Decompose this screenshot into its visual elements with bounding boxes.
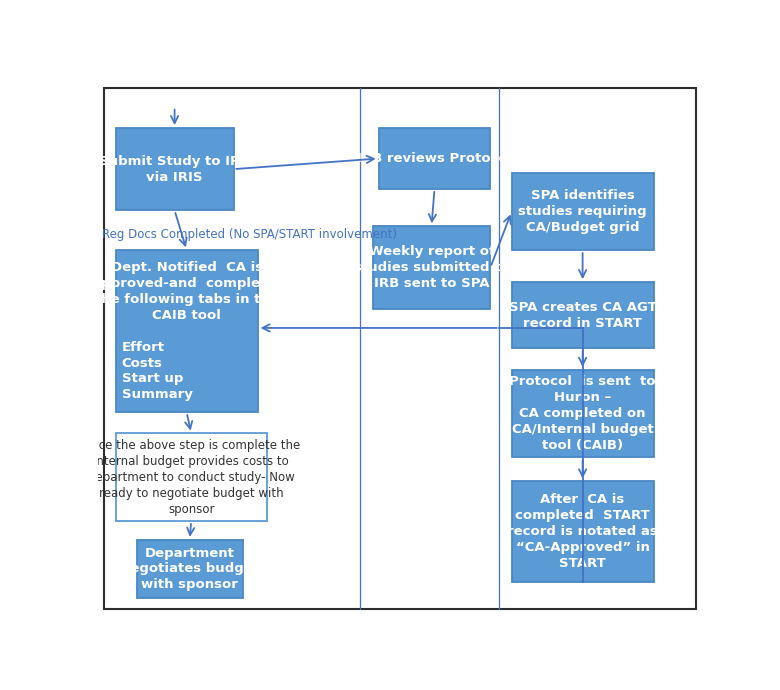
- Text: IRB sent to SPA: IRB sent to SPA: [374, 277, 489, 290]
- Bar: [115, 250, 257, 412]
- Text: ready to negotiate budget with: ready to negotiate budget with: [99, 486, 283, 500]
- Text: Summary: Summary: [122, 388, 193, 402]
- Text: Huron –: Huron –: [554, 391, 612, 404]
- Text: tool (CAIB): tool (CAIB): [542, 439, 623, 452]
- Bar: [512, 173, 654, 250]
- Text: Costs: Costs: [122, 357, 162, 370]
- Text: with sponsor: with sponsor: [141, 578, 238, 591]
- Text: IRB reviews Protocol: IRB reviews Protocol: [356, 152, 512, 165]
- Text: Reg Docs Completed (No SPA/START involvement): Reg Docs Completed (No SPA/START involve…: [102, 228, 397, 241]
- Bar: [512, 370, 654, 457]
- Text: Department: Department: [145, 546, 235, 560]
- Text: CA/Internal budget: CA/Internal budget: [512, 423, 654, 436]
- Text: department to conduct study- Now: department to conduct study- Now: [88, 471, 295, 484]
- Text: SPA identifies: SPA identifies: [530, 189, 634, 202]
- Text: CAIB tool: CAIB tool: [152, 308, 221, 322]
- Bar: [512, 482, 654, 582]
- Text: CA/Budget grid: CA/Budget grid: [526, 221, 640, 234]
- Bar: [115, 433, 267, 521]
- Bar: [115, 128, 233, 210]
- Text: Weekly report of: Weekly report of: [368, 245, 495, 258]
- Text: studies requiring: studies requiring: [518, 205, 647, 218]
- Text: record in START: record in START: [523, 317, 642, 330]
- Bar: [512, 282, 654, 348]
- Text: SPA creates CA AGT: SPA creates CA AGT: [509, 301, 657, 314]
- Text: “CA-Approved” in: “CA-Approved” in: [516, 541, 650, 554]
- Bar: [373, 226, 491, 308]
- Text: Effort: Effort: [122, 341, 165, 353]
- Text: completed  START: completed START: [516, 509, 650, 522]
- Text: via IRIS: via IRIS: [147, 170, 203, 184]
- Text: studies submitted to: studies submitted to: [353, 261, 509, 274]
- Text: Approved-and  completes: Approved-and completes: [90, 277, 282, 290]
- Bar: [136, 540, 243, 598]
- Bar: [378, 128, 491, 189]
- Text: sponsor: sponsor: [168, 503, 214, 515]
- Text: Protocol  is sent  to: Protocol is sent to: [509, 375, 656, 388]
- Text: After  CA is: After CA is: [541, 493, 625, 506]
- Text: Internal budget provides costs to: Internal budget provides costs to: [94, 455, 289, 468]
- Text: Once the above step is complete the: Once the above step is complete the: [82, 439, 300, 452]
- Text: Dept. Notified  CA is: Dept. Notified CA is: [111, 261, 263, 274]
- Text: record is notated as: record is notated as: [507, 525, 658, 538]
- Text: CA completed on: CA completed on: [519, 407, 646, 420]
- Text: Start up: Start up: [122, 373, 183, 386]
- Text: the following tabs in the: the following tabs in the: [95, 293, 278, 306]
- Text: Submit Study to IRB: Submit Study to IRB: [99, 155, 250, 168]
- Text: negotiates budget: negotiates budget: [121, 562, 259, 575]
- Text: START: START: [559, 557, 606, 570]
